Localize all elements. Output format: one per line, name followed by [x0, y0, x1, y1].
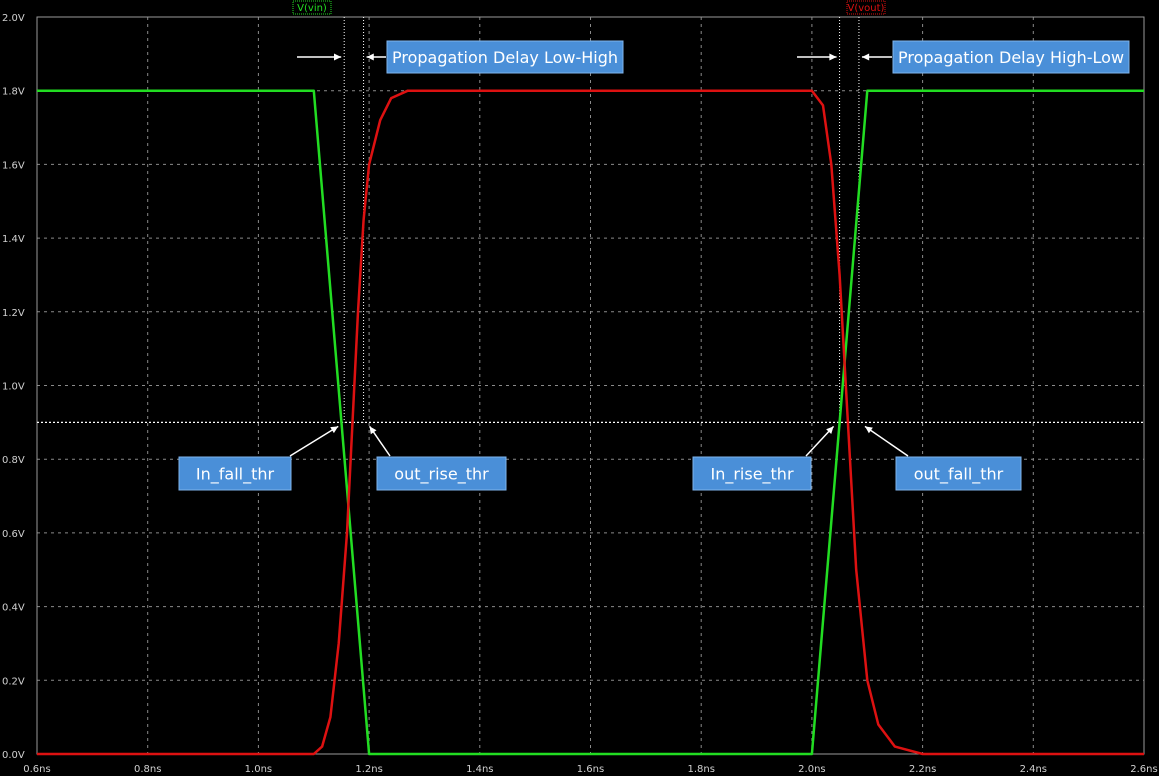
x-tick-label: 1.8ns — [687, 764, 714, 775]
annotation-label: In_fall_thr — [196, 465, 275, 485]
series-line — [37, 89, 1144, 756]
legend-entry: V(vin) — [297, 3, 327, 14]
x-tick-label: 0.6ns — [23, 764, 50, 775]
annotation-box — [178, 456, 292, 491]
threshold-arrow-head — [864, 426, 873, 434]
delay-arrow-left-head — [333, 53, 342, 61]
series-line — [37, 89, 1144, 756]
annotations: Propagation Delay Low-High Propagation De… — [178, 40, 1130, 491]
x-tick-label: 1.2ns — [355, 764, 382, 775]
y-tick-label: 0.2V — [2, 676, 25, 687]
legend-box — [292, 0, 332, 15]
y-tick-label: 1.2V — [2, 308, 25, 319]
series — [37, 89, 1144, 756]
y-tick-label: 1.0V — [2, 382, 25, 393]
x-tick-label: 0.8ns — [134, 764, 161, 775]
y-tick-label: 0.6V — [2, 529, 25, 540]
legend-box — [846, 0, 886, 15]
annotation-box — [376, 456, 507, 491]
annotation-label: Propagation Delay Low-High — [392, 48, 618, 67]
threshold-arrow-head — [330, 426, 339, 434]
x-tick-label: 1.4ns — [466, 764, 493, 775]
threshold-arrow-head — [826, 426, 834, 434]
y-tick-label: 1.4V — [2, 234, 25, 245]
markers — [37, 17, 1144, 424]
threshold-arrow — [864, 425, 909, 457]
delay-arrow-right-head — [861, 53, 870, 61]
annotation-box — [892, 40, 1130, 74]
x-tick-label: 2.2ns — [909, 764, 936, 775]
threshold-arrow — [289, 425, 339, 457]
axis-labels: 0.6ns 0.8ns 1.0ns 1.2ns 1.4ns 1.6ns 1.8ns 2.0ns… — [2, 13, 1158, 775]
annotation-label: In_rise_thr — [710, 465, 793, 485]
y-tick-label: 0.4V — [2, 603, 25, 614]
legend: V(vin) V(vout) — [292, 0, 886, 15]
delay-arrow-right-head — [366, 53, 374, 61]
annotation-box — [692, 456, 812, 491]
x-tick-label: 1.0ns — [245, 764, 272, 775]
legend-entry: V(vout) — [848, 3, 885, 14]
y-tick-label: 1.6V — [2, 160, 25, 171]
delay-arrow-left-head — [829, 53, 837, 61]
annotation-label: out_rise_thr — [394, 465, 489, 485]
x-tick-label: 2.6ns — [1130, 764, 1157, 775]
threshold-arrow-head — [369, 426, 377, 435]
y-tick-label: 1.8V — [2, 87, 25, 98]
x-tick-label: 1.6ns — [577, 764, 604, 775]
x-tick-label: 2.4ns — [1020, 764, 1047, 775]
y-tick-label: 2.0V — [2, 13, 25, 24]
annotation-box — [895, 456, 1022, 491]
annotation-label: Propagation Delay High-Low — [898, 48, 1124, 67]
y-tick-label: 0.0V — [2, 750, 25, 761]
annotation-box — [386, 40, 624, 74]
x-tick-label: 2.0ns — [798, 764, 825, 775]
y-tick-label: 0.8V — [2, 455, 25, 466]
annotation-label: out_fall_thr — [914, 465, 1004, 485]
